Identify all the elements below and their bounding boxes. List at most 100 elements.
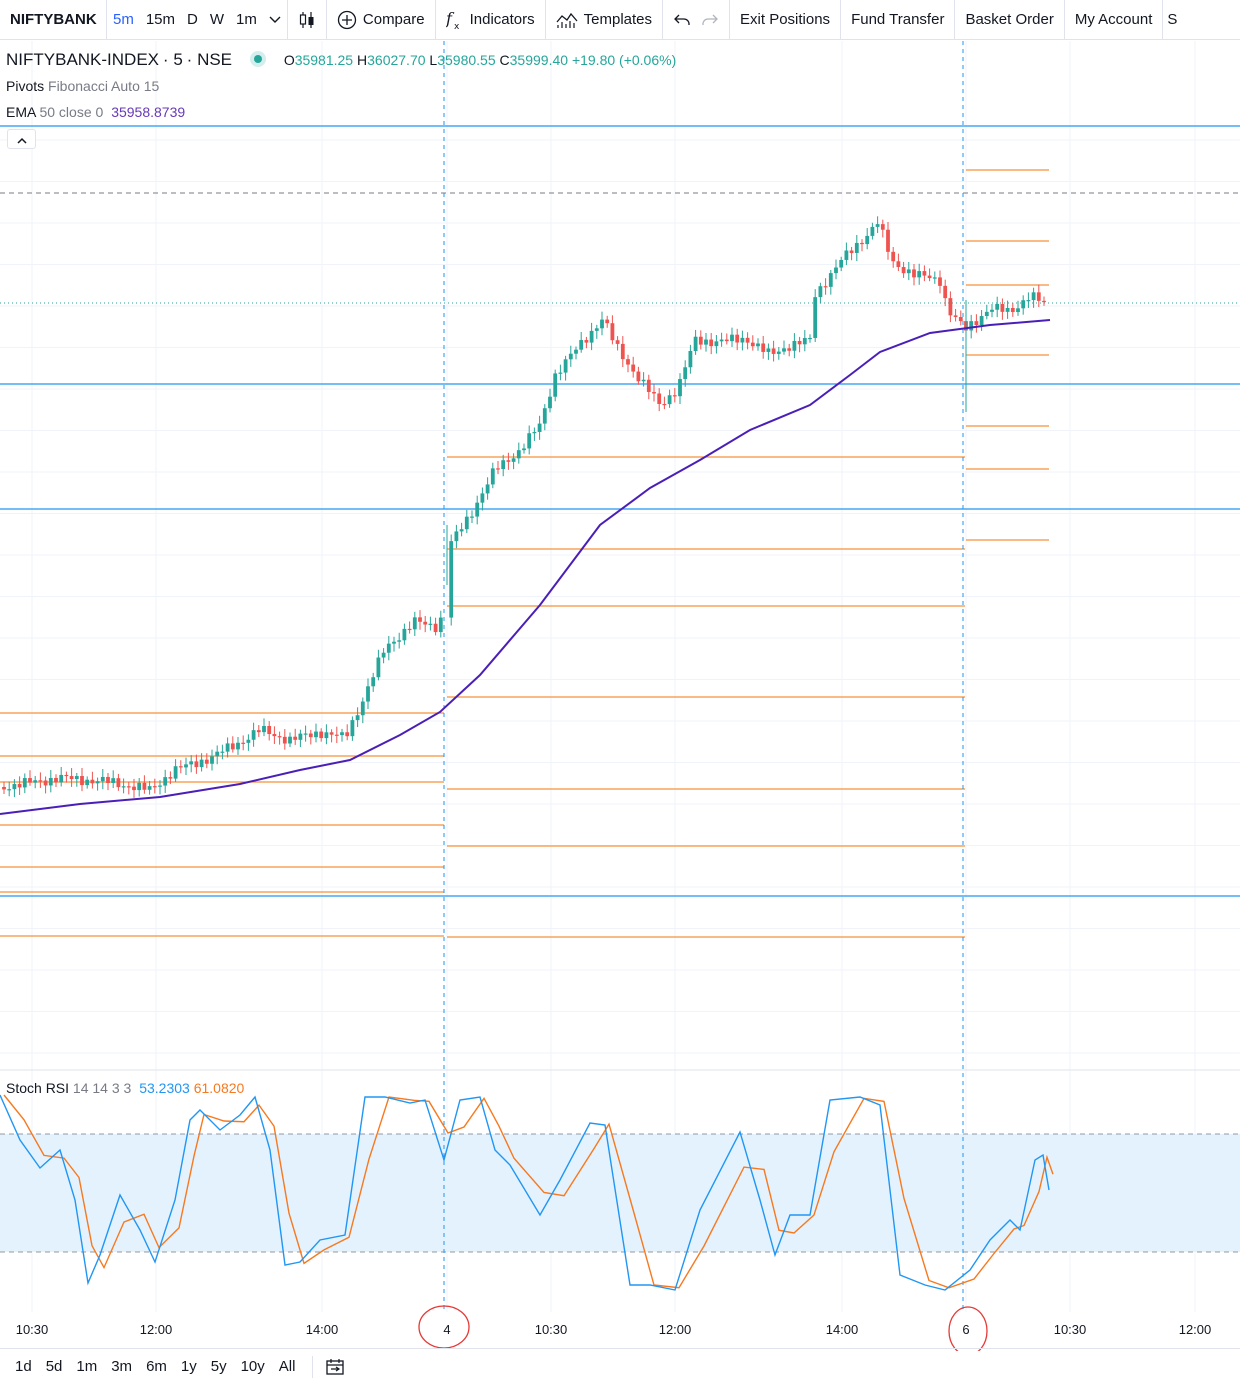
candle-body bbox=[163, 777, 168, 786]
interval-1m[interactable]: 1m bbox=[236, 10, 257, 28]
candle-body bbox=[1000, 303, 1005, 312]
undo-button[interactable] bbox=[663, 0, 701, 39]
chart-type-button[interactable] bbox=[288, 0, 326, 39]
candle-body bbox=[189, 761, 194, 765]
collapse-legend-button[interactable] bbox=[7, 129, 36, 149]
stoch-rsi-band-fill bbox=[0, 1134, 1240, 1252]
candle-body bbox=[350, 720, 355, 737]
candle-body bbox=[496, 468, 500, 470]
symbol-search[interactable]: NIFTYBANK bbox=[0, 0, 107, 39]
overflow-menu-button[interactable]: S bbox=[1167, 11, 1178, 28]
range-all[interactable]: All bbox=[278, 1358, 296, 1375]
ema-params: 50 close 0 bbox=[39, 104, 104, 120]
candle-body bbox=[454, 531, 459, 542]
range-1y[interactable]: 1y bbox=[180, 1358, 197, 1375]
candle-body bbox=[787, 348, 792, 351]
interval-d[interactable]: D bbox=[187, 10, 198, 28]
goto-date-button[interactable] bbox=[325, 1358, 345, 1376]
range-1d[interactable]: 1d bbox=[15, 1358, 32, 1375]
candle-body bbox=[355, 715, 360, 721]
candle-body bbox=[527, 433, 532, 449]
range-6m[interactable]: 6m bbox=[146, 1358, 167, 1375]
candle-body bbox=[277, 736, 282, 738]
redo-button[interactable] bbox=[701, 0, 729, 39]
candle-body bbox=[927, 275, 932, 279]
candle-body bbox=[1026, 300, 1031, 302]
range-5y[interactable]: 5y bbox=[210, 1358, 227, 1375]
candle-body bbox=[210, 756, 214, 764]
candle-body bbox=[860, 242, 864, 245]
legend-dot: · bbox=[162, 50, 174, 69]
candle-body bbox=[199, 759, 204, 768]
candle-body bbox=[979, 316, 984, 325]
interval-w[interactable]: W bbox=[209, 10, 225, 28]
candle-body bbox=[204, 759, 209, 764]
candle-body bbox=[397, 640, 402, 642]
candle-body bbox=[932, 277, 937, 279]
candle-body bbox=[17, 784, 22, 788]
candle-body bbox=[90, 779, 95, 784]
pivots-legend[interactable]: Pivots Fibonacci Auto 15 bbox=[6, 78, 159, 94]
candle-body bbox=[298, 733, 303, 740]
time-axis[interactable]: 10:30 12:00 14:00 4 10:30 12:00 14:00 6 … bbox=[0, 1312, 1240, 1346]
candle-body bbox=[251, 730, 256, 740]
my-account-button[interactable]: My Account bbox=[1074, 11, 1153, 28]
legend-l-label: L bbox=[429, 52, 438, 68]
fibonacci-pivot-levels bbox=[0, 169, 1049, 938]
range-3m[interactable]: 3m bbox=[111, 1358, 133, 1375]
stoch-rsi-k-value: 53.2303 bbox=[139, 1080, 190, 1096]
basket-order-button[interactable]: Basket Order bbox=[965, 11, 1054, 28]
legend-dot: · bbox=[186, 50, 198, 69]
chevron-down-icon[interactable] bbox=[263, 0, 287, 39]
compare-label: Compare bbox=[362, 11, 425, 28]
candle-body bbox=[142, 782, 147, 790]
compare-button[interactable]: Compare bbox=[327, 0, 435, 39]
legend-h-label: H bbox=[357, 52, 368, 68]
legend-symbol[interactable]: NIFTYBANK-INDEX bbox=[6, 50, 160, 69]
candle-body bbox=[558, 372, 563, 374]
price-chart[interactable] bbox=[0, 41, 1240, 1351]
exit-positions-button[interactable]: Exit Positions bbox=[740, 11, 831, 28]
range-10y[interactable]: 10y bbox=[240, 1358, 265, 1375]
interval-5m[interactable]: 5m bbox=[113, 10, 134, 28]
candle-body bbox=[958, 317, 963, 322]
candle-body bbox=[38, 780, 43, 782]
time-tick: 14:00 bbox=[305, 1322, 339, 1337]
fund-transfer-button[interactable]: Fund Transfer bbox=[851, 11, 945, 28]
candle-body bbox=[818, 286, 823, 298]
candle-body bbox=[121, 786, 126, 788]
candle-body bbox=[834, 267, 838, 274]
stoch-rsi-params: 14 14 3 3 bbox=[72, 1080, 132, 1096]
candle-body bbox=[106, 776, 110, 784]
candle-body bbox=[828, 273, 833, 287]
candle-body bbox=[657, 393, 662, 404]
candle-body bbox=[407, 628, 412, 631]
candle-body bbox=[480, 493, 485, 503]
range-5d[interactable]: 5d bbox=[45, 1358, 63, 1375]
candle-body bbox=[1036, 292, 1041, 301]
svg-text:f: f bbox=[446, 9, 455, 28]
candle-body bbox=[641, 379, 646, 382]
ema-value: 35958.8739 bbox=[111, 104, 186, 120]
candle-body bbox=[412, 617, 417, 630]
candle-body bbox=[808, 337, 812, 340]
candle-body bbox=[766, 348, 771, 352]
candle-body bbox=[28, 778, 32, 783]
time-tick: 12:00 bbox=[1178, 1322, 1212, 1337]
candle-body bbox=[740, 337, 745, 343]
candle-body bbox=[132, 786, 136, 791]
range-1m[interactable]: 1m bbox=[76, 1358, 98, 1375]
candle-body bbox=[776, 351, 781, 354]
candle-body bbox=[501, 460, 506, 470]
interval-15m[interactable]: 15m bbox=[145, 10, 176, 28]
stoch-rsi-legend[interactable]: Stoch RSI 14 14 3 3 53.2303 61.0820 bbox=[6, 1080, 244, 1096]
templates-button[interactable]: Templates bbox=[546, 0, 662, 39]
candle-body bbox=[100, 776, 105, 782]
candle-body bbox=[683, 367, 688, 380]
candle-body bbox=[724, 339, 729, 342]
candle-body bbox=[943, 285, 948, 299]
ema-legend[interactable]: EMA 50 close 0 35958.8739 bbox=[6, 104, 185, 120]
time-tick: 10:30 bbox=[15, 1322, 49, 1337]
